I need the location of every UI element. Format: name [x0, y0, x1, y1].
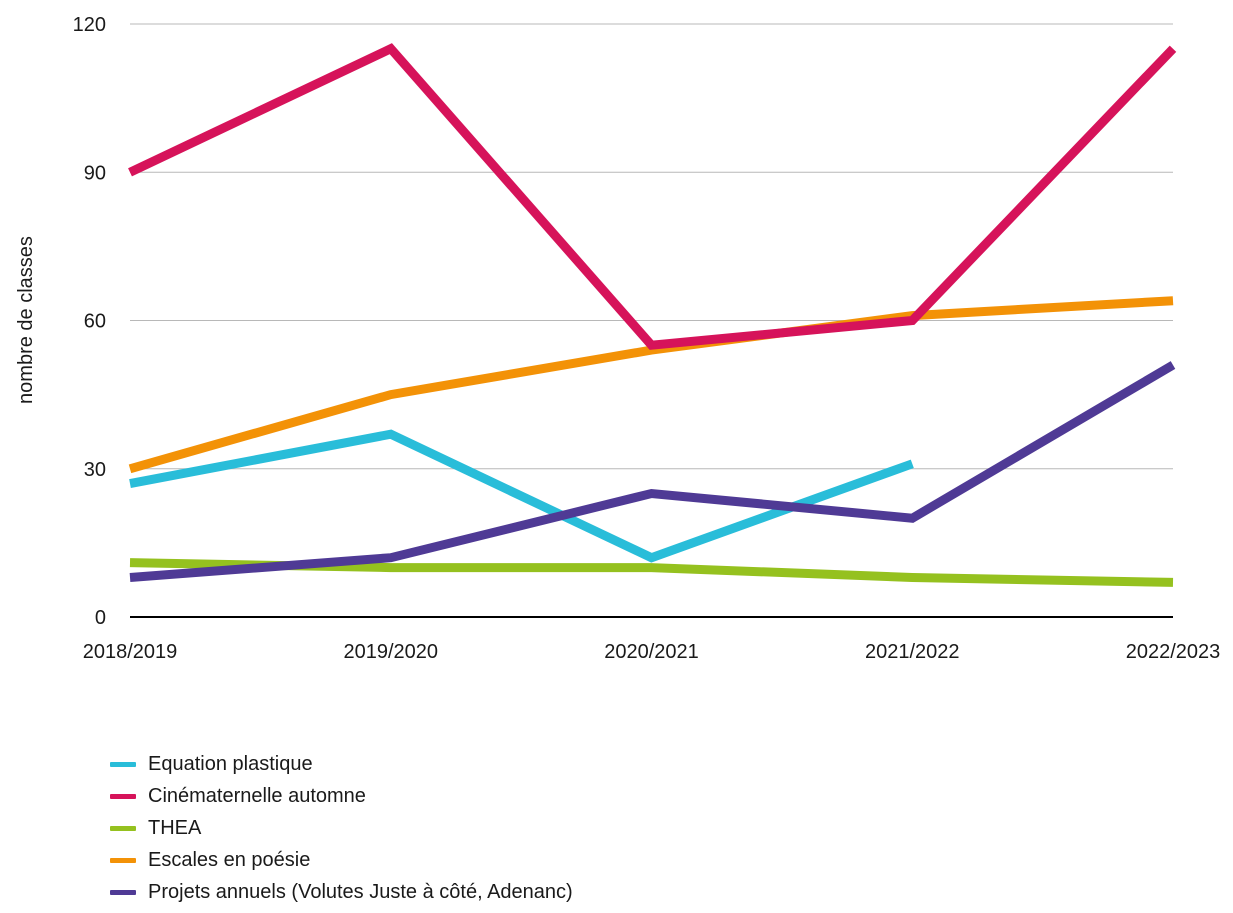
x-tick-label: 2022/2023	[1126, 641, 1221, 663]
legend-label: Projets annuels (Volutes Juste à côté, A…	[148, 880, 573, 903]
legend-item: Cinématernelle automne	[110, 780, 573, 812]
legend-label: THEA	[148, 816, 202, 839]
legend-item: Equation plastique	[110, 748, 573, 780]
y-tick-labels: 0 30 60 90 120	[73, 14, 106, 629]
x-tick-labels: 2018/2019 2019/2020 2020/2021 2021/2022 2022…	[83, 641, 1221, 663]
y-tick-label: 30	[84, 459, 106, 481]
grid-lines	[130, 23, 1173, 618]
x-tick-label: 2021/2022	[865, 641, 960, 663]
legend-item: Escales en poésie	[110, 844, 573, 876]
legend-label: Escales en poésie	[148, 848, 311, 871]
series-line	[128, 43, 1177, 350]
legend-swatch	[110, 889, 136, 895]
y-tick-label: 90	[84, 162, 106, 184]
series-lines	[128, 43, 1177, 587]
legend-label: Equation plastique	[148, 752, 313, 775]
legend: Equation plastique Cinématernelle automne…	[110, 748, 573, 908]
legend-swatch	[110, 761, 136, 767]
legend-swatch	[110, 857, 136, 863]
legend-label: Cinématernelle automne	[148, 784, 366, 807]
y-axis-title: nombre de classes	[15, 236, 37, 404]
x-tick-label: 2020/2021	[604, 641, 699, 663]
series-line	[128, 296, 1174, 474]
legend-item: Projets annuels (Volutes Juste à côté, A…	[110, 876, 573, 908]
legend-swatch	[110, 793, 136, 799]
series-line	[129, 361, 1176, 582]
series-line	[129, 429, 914, 563]
x-tick-label: 2019/2020	[343, 641, 438, 663]
x-tick-label: 2018/2019	[83, 641, 178, 663]
legend-swatch	[110, 825, 136, 831]
y-tick-label: 0	[95, 607, 106, 629]
legend-item: THEA	[110, 812, 573, 844]
y-tick-label: 120	[73, 14, 106, 36]
y-tick-label: 60	[84, 311, 106, 333]
